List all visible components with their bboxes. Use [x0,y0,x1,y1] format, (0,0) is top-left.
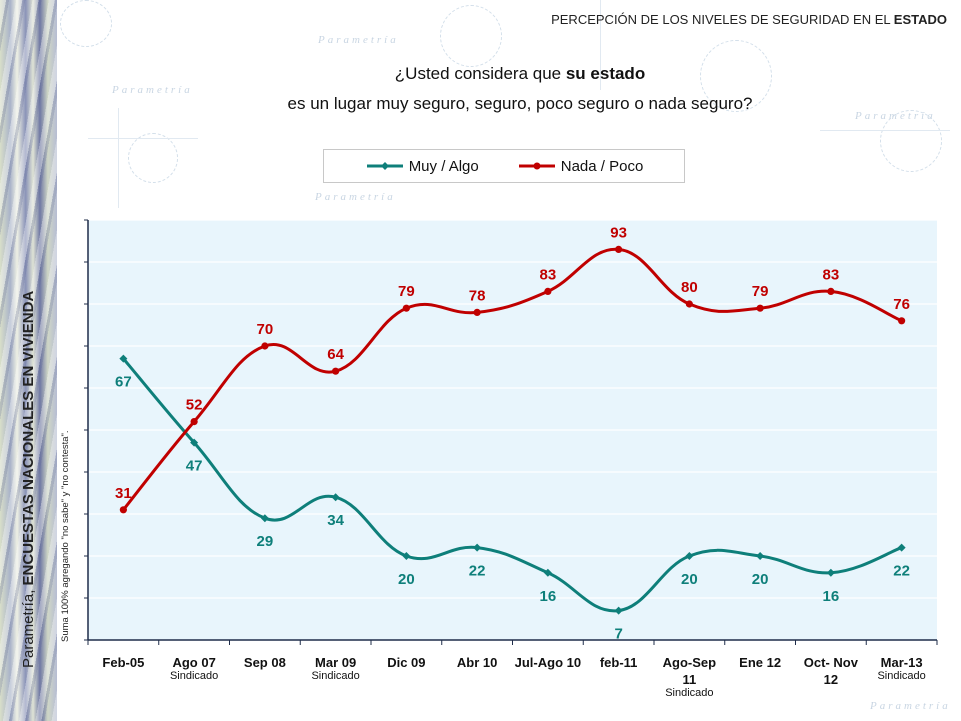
decorative-line [118,108,119,208]
decorative-line [600,0,601,90]
decorative-line [88,138,198,139]
watermark: Parametría [112,84,193,96]
decorative-circle [128,133,178,183]
x-tick-sublabel: Sindicado [665,687,713,699]
x-tick-sublabel: Sindicado [170,670,218,682]
data-point-muy-algo [119,354,128,363]
watermark: Parametría [855,110,936,122]
data-label-nada-poco: 83 [823,266,840,283]
x-tick-label: Ago 07 [172,655,215,670]
legend-label-nada-poco: Nada / Poco [560,157,644,175]
x-tick-label: Mar 09 [315,655,356,670]
data-label-muy-algo: 16 [823,588,840,605]
data-point-muy-algo [826,568,835,577]
decorative-circle [700,40,772,112]
legend-item-muy-algo: Muy / Algo [365,158,479,175]
x-tick-label: Sep 08 [244,655,286,670]
slide-title-bold: ESTADO [893,12,947,27]
data-point-nada-poco [473,308,481,316]
decorative-line [820,130,950,131]
x-tick-label: Ago-Sep [663,655,717,670]
question-line-2: es un lugar muy seguro, seguro, poco seg… [287,94,753,113]
data-label-nada-poco: 79 [398,283,415,300]
data-label-nada-poco: 93 [610,224,627,241]
data-point-nada-poco [544,287,552,295]
data-point-muy-algo [756,552,765,560]
legend-item-nada-poco: Nada / Poco [517,157,644,175]
data-label-muy-algo: 34 [327,512,344,529]
data-point-muy-algo [685,552,694,560]
data-point-nada-poco [190,418,198,426]
data-point-nada-poco [685,300,693,308]
data-point-muy-algo [331,493,340,502]
data-point-nada-poco [827,287,835,295]
data-label-nada-poco: 52 [186,397,203,414]
slide-title-prefix: PERCEPCIÓN DE LOS NIVELES DE SEGURIDAD E… [551,12,891,27]
data-label-nada-poco: 64 [327,346,344,363]
watermark: Parametría [318,34,399,46]
data-point-muy-algo [190,438,199,447]
data-point-muy-algo [897,543,906,552]
data-label-nada-poco: 70 [257,321,274,338]
data-point-nada-poco [402,304,410,312]
data-point-nada-poco [898,317,906,325]
chart-legend: Muy / Algo Nada / Poco [323,149,685,183]
question-prefix: ¿Usted considera que [394,64,566,83]
x-tick-label: Dic 09 [387,655,425,670]
data-label-nada-poco: 76 [893,296,910,313]
x-tick-sublabel: Sindicado [877,670,925,682]
data-label-nada-poco: 31 [115,485,132,502]
data-point-nada-poco [119,506,127,514]
x-tick-label: Feb-05 [102,655,144,670]
x-tick-label: Abr 10 [457,655,497,670]
x-tick-sublabel: Sindicado [311,670,359,682]
data-label-muy-algo: 67 [115,374,132,391]
data-point-muy-algo [614,606,623,615]
data-label-nada-poco: 78 [469,287,486,304]
data-label-muy-algo: 22 [469,563,486,580]
question-bold: su estado [565,64,646,83]
slide-title: PERCEPCIÓN DE LOS NIVELES DE SEGURIDAD E… [551,12,947,27]
decorative-circle [440,5,502,67]
data-label-muy-algo: 20 [681,571,698,588]
data-point-nada-poco [332,367,340,375]
data-point-nada-poco [756,304,764,312]
watermark: Parametría [870,700,951,712]
data-label-muy-algo: 16 [540,588,557,605]
data-label-muy-algo: 22 [893,563,910,580]
x-tick-label: feb-11 [600,655,638,670]
data-label-nada-poco: 80 [681,279,698,296]
watermark: Parametría [315,191,396,203]
decorative-circle [880,110,942,172]
data-point-muy-algo [402,552,411,560]
data-point-nada-poco [261,342,269,350]
decorative-circle [60,0,112,47]
data-label-nada-poco: 83 [540,266,557,283]
data-point-nada-poco [615,245,623,253]
data-point-muy-algo [473,543,482,552]
data-label-muy-algo: 20 [752,571,769,588]
data-label-muy-algo: 47 [186,458,203,475]
data-point-muy-algo [260,514,269,523]
x-tick-label: Jul-Ago 10 [515,655,581,670]
data-label-muy-algo: 7 [614,626,622,643]
data-label-muy-algo: 29 [257,533,274,550]
legend-marker-muy-algo [366,162,403,170]
x-tick-label: 12 [824,672,838,687]
legend-marker-nada-poco [518,162,555,170]
x-tick-label: Ene 12 [739,655,781,670]
data-label-nada-poco: 79 [752,283,769,300]
data-point-muy-algo [543,568,552,577]
question-line-1: ¿Usted considera que su estado [200,64,840,84]
x-tick-label: Mar-13 [881,655,923,670]
sidebar-decorative-art [0,0,57,721]
x-tick-label: Oct- Nov [804,655,859,670]
data-label-muy-algo: 20 [398,571,415,588]
x-tick-label: 11 [683,672,697,687]
legend-label-muy-algo: Muy / Algo [408,157,479,175]
